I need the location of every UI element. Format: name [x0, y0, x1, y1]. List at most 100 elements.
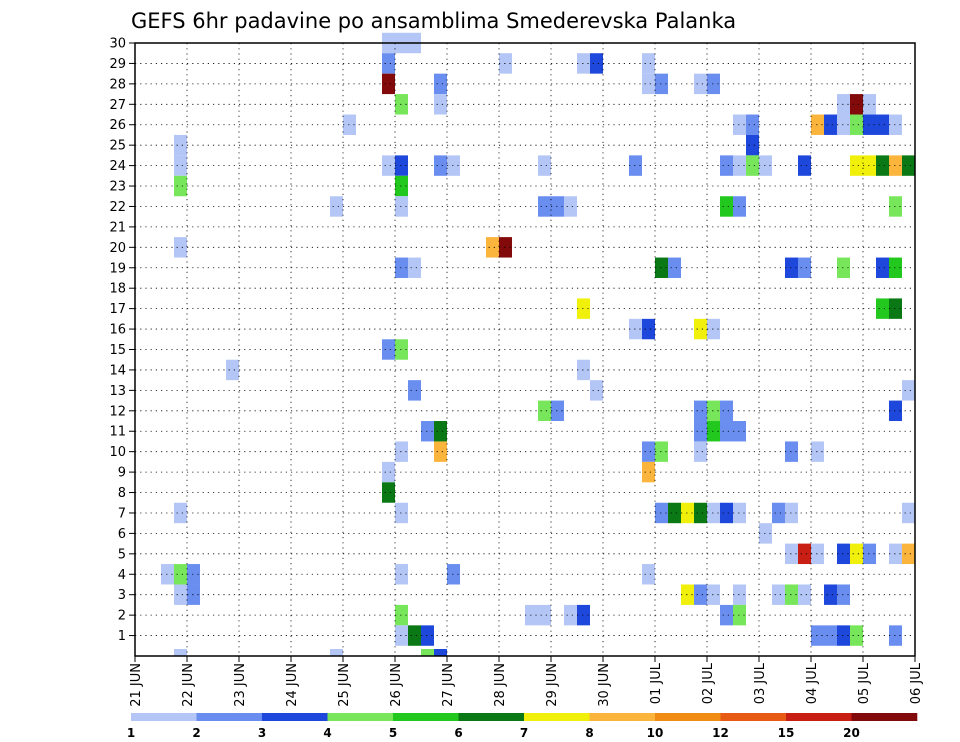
precip-cell: [577, 298, 590, 319]
precip-cell: [902, 380, 915, 401]
y-tick-label: 12: [109, 404, 126, 419]
precip-cell: [824, 114, 837, 135]
chart-title: GEFS 6hr padavine po ansamblima Smederev…: [131, 9, 736, 33]
precip-cell: [837, 114, 850, 135]
precip-cell: [902, 502, 915, 524]
x-tick-label: 02 JUL: [701, 662, 716, 704]
grid-lines: [135, 43, 915, 656]
precip-cell: [798, 543, 811, 565]
precip-cell: [850, 155, 863, 176]
y-tick-label: 5: [118, 547, 126, 562]
precip-cell: [694, 441, 707, 462]
colorbar-label: 7: [520, 726, 528, 740]
precip-cell: [668, 257, 681, 278]
precip-cell: [902, 543, 915, 565]
precip-cell: [850, 625, 863, 646]
x-tick-label: 28 JUN: [493, 663, 508, 707]
precip-cell: [733, 604, 746, 626]
x-tick-label: 23 JUN: [233, 663, 248, 707]
x-tick-label: 21 JUN: [129, 663, 144, 707]
precip-cell: [707, 73, 720, 95]
precip-cell: [434, 73, 447, 95]
precip-cell: [577, 53, 590, 74]
precip-cell: [395, 257, 408, 278]
precip-cell: [642, 441, 655, 462]
precip-cell: [395, 441, 408, 462]
precip-cell: [538, 400, 551, 422]
colorbar-label: 8: [585, 726, 593, 740]
y-tick-label: 19: [109, 261, 126, 276]
x-tick-label: 27 JUN: [441, 663, 456, 707]
precip-cell: [174, 649, 187, 656]
precip-cell: [837, 625, 850, 646]
precip-cell: [720, 421, 733, 442]
x-tick-label: 25 JUN: [337, 663, 352, 707]
precip-cell: [395, 604, 408, 626]
y-tick-label: 11: [109, 425, 126, 440]
precip-cell: [382, 53, 395, 74]
y-tick-label: 22: [109, 200, 126, 215]
precip-cell: [811, 114, 824, 135]
precip-cell: [434, 155, 447, 176]
y-tick-label: 25: [109, 139, 126, 154]
precip-cell: [772, 584, 785, 605]
precip-cell: [733, 421, 746, 442]
precip-cell: [785, 502, 798, 524]
precip-cell: [187, 564, 200, 585]
precip-cell: [850, 114, 863, 135]
precip-cell: [577, 359, 590, 381]
precip-cell: [876, 114, 889, 135]
precip-cell: [837, 543, 850, 565]
precip-cell: [876, 257, 889, 278]
precip-cell: [733, 114, 746, 135]
precip-cell: [798, 584, 811, 605]
colorbar-legend: 1 2 3 4 5 6 7 8 10 12 15 20: [127, 713, 918, 740]
precip-cell: [785, 584, 798, 605]
precip-cell: [694, 584, 707, 605]
precip-cell: [850, 94, 863, 115]
colorbar-swatch: [589, 713, 656, 721]
precip-cell: [707, 400, 720, 422]
y-tick-label: 9: [118, 466, 126, 481]
precip-cell: [863, 155, 876, 176]
precip-cell: [629, 155, 642, 176]
precip-cell: [785, 257, 798, 278]
precip-cell: [382, 339, 395, 360]
precip-cell: [720, 502, 733, 524]
x-tick-label: 03 JUL: [753, 662, 768, 704]
y-tick-label: 6: [118, 527, 126, 542]
colorbar-label: 6: [454, 726, 462, 740]
colorbar-label: 15: [778, 726, 795, 740]
colorbar-label: 20: [843, 726, 860, 740]
colorbar-swatch: [196, 713, 263, 721]
y-tick-label: 10: [109, 445, 126, 460]
precip-cell: [434, 649, 447, 656]
precip-cell: [642, 461, 655, 483]
precip-cell: [889, 114, 902, 135]
precip-cell: [694, 421, 707, 442]
x-tick-label: 30 JUN: [597, 663, 612, 707]
precip-cell: [642, 318, 655, 340]
precip-cell: [642, 73, 655, 95]
precip-cell: [824, 584, 837, 605]
precip-cell: [395, 625, 408, 646]
y-tick-label: 17: [109, 302, 126, 317]
x-tick-label: 26 JUN: [389, 663, 404, 707]
precip-cell: [174, 237, 187, 258]
colorbar-label: 2: [192, 726, 200, 740]
precip-cell: [902, 155, 915, 176]
y-tick-label: 15: [109, 343, 126, 358]
precip-cell: [486, 237, 499, 258]
precip-cells: [161, 32, 915, 656]
precip-cell: [395, 155, 408, 176]
precip-cell: [551, 196, 564, 217]
precip-cell: [174, 134, 187, 156]
y-tick-label: 29: [109, 57, 126, 72]
precip-cell: [655, 502, 668, 524]
precip-cell: [382, 482, 395, 503]
precip-cell: [642, 564, 655, 585]
precip-cell: [681, 502, 694, 524]
colorbar-swatch: [720, 713, 787, 721]
precip-cell: [174, 502, 187, 524]
x-tick-label: 04 JUL: [805, 662, 820, 704]
